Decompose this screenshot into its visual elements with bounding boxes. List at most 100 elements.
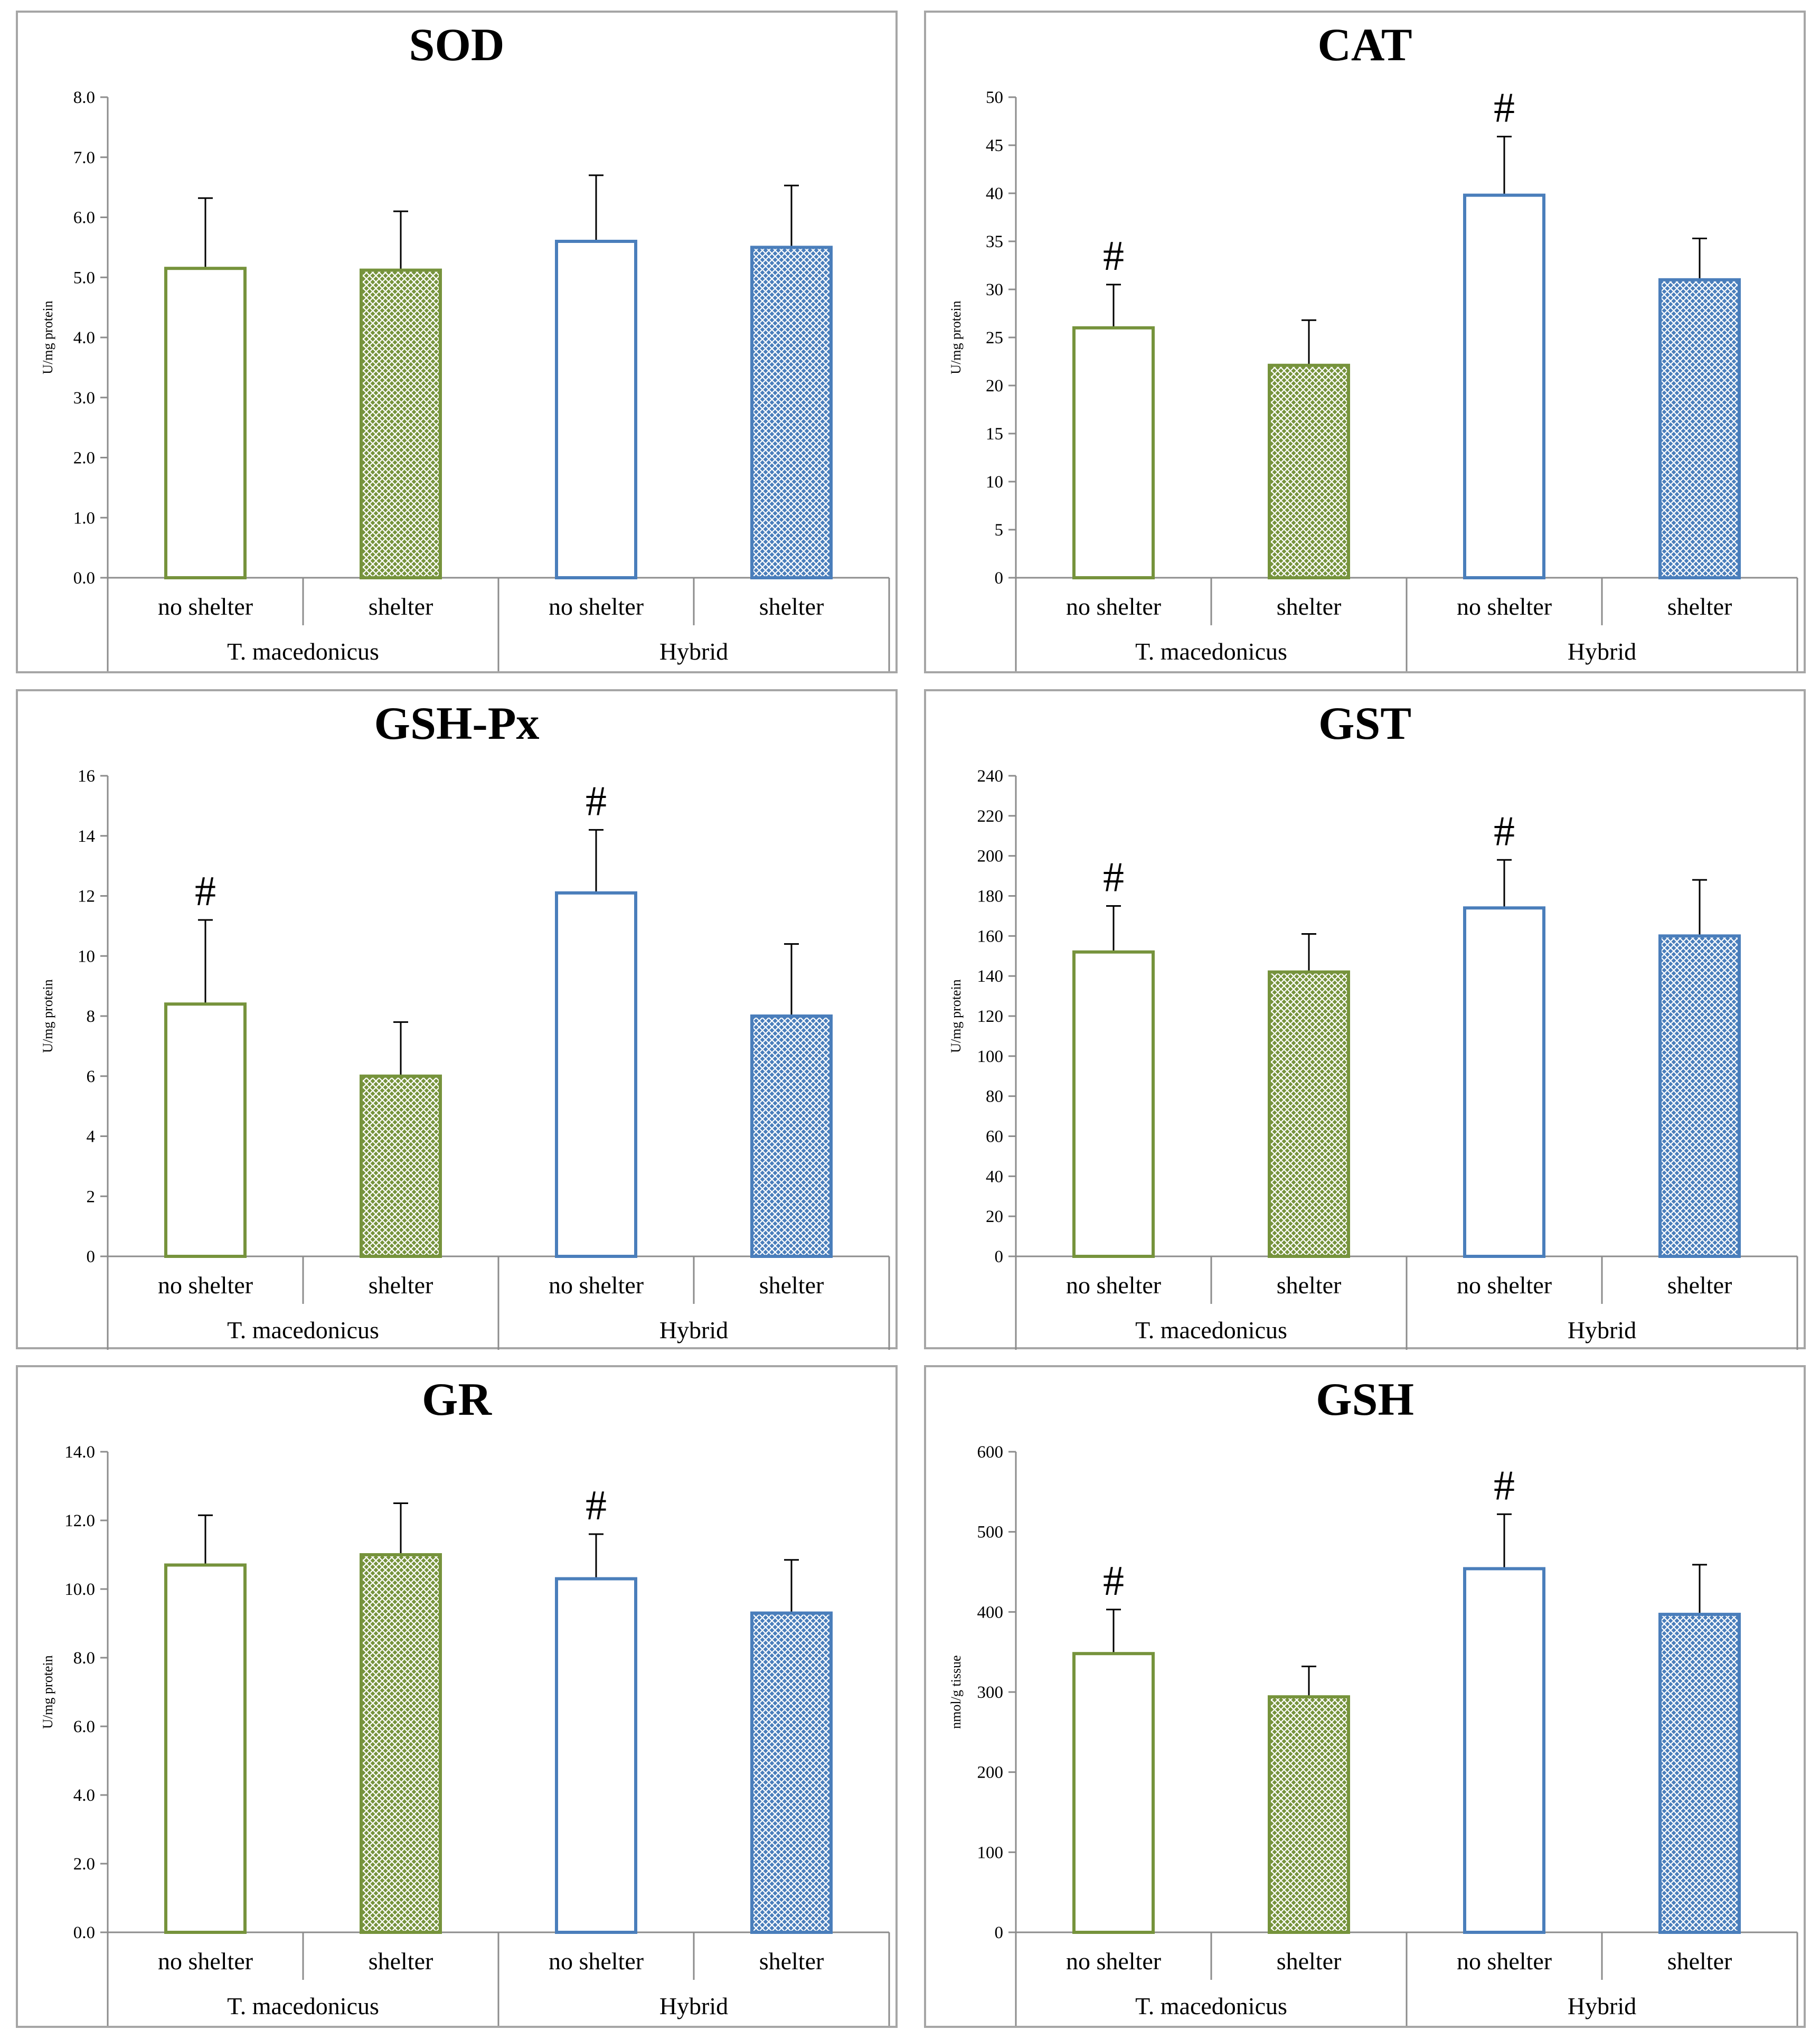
y-tick-label: 16 <box>78 767 95 786</box>
y-tick-label: 12.0 <box>64 1511 95 1530</box>
significance-mark: # <box>586 1482 607 1529</box>
y-tick-label: 6 <box>87 1067 96 1086</box>
bar <box>164 1002 247 1258</box>
y-tick-label: 0 <box>995 1247 1004 1266</box>
y-tick-label: 240 <box>977 767 1004 786</box>
y-tick-label: 2 <box>87 1187 96 1206</box>
group-label: Hybrid <box>659 1993 728 2019</box>
category-label: no shelter <box>549 593 644 620</box>
y-tick-label: 14 <box>78 827 95 846</box>
bar <box>1268 1695 1350 1934</box>
y-tick-label: 4 <box>87 1127 96 1147</box>
y-tick-label: 6.0 <box>73 1717 95 1736</box>
significance-mark: # <box>586 778 607 824</box>
category-label: no shelter <box>1457 593 1552 620</box>
group-label: Hybrid <box>659 1317 728 1343</box>
bar <box>1658 278 1741 579</box>
y-tick-label: 40 <box>986 184 1003 203</box>
category-label: no shelter <box>1066 1272 1161 1299</box>
y-tick-label: 140 <box>977 967 1004 986</box>
bar <box>1072 326 1155 579</box>
y-axis-title: U/mg protein <box>40 1655 55 1728</box>
group-label: Hybrid <box>1568 1317 1636 1343</box>
category-label: no shelter <box>549 1948 644 1975</box>
y-tick-label: 8.0 <box>73 88 95 107</box>
y-tick-label: 25 <box>986 328 1003 347</box>
bar <box>360 1074 442 1258</box>
group-label: Hybrid <box>659 638 728 665</box>
bar <box>1463 906 1545 1258</box>
gsh-chart-panel: GSH 0 100 200 300 400 500 600 nmol/g tissue # no s… <box>924 1365 1806 2028</box>
y-tick-label: 200 <box>977 1763 1004 1782</box>
y-tick-label: 1.0 <box>73 509 95 528</box>
y-tick-label: 600 <box>977 1443 1004 1462</box>
y-tick-label: 2.0 <box>73 449 95 468</box>
category-label: no shelter <box>1457 1272 1552 1299</box>
category-label: shelter <box>369 1272 433 1299</box>
y-tick-label: 120 <box>977 1007 1004 1026</box>
significance-mark: # <box>1494 85 1515 131</box>
y-tick-label: 10 <box>78 947 95 966</box>
y-axis-title: U/mg protein <box>948 979 964 1053</box>
category-label: shelter <box>1277 1272 1342 1299</box>
chart-svg: GSH-Px 0 2 4 6 8 10 12 14 16 U/mg protein # no shelt… <box>40 698 890 1350</box>
bar <box>164 1563 247 1934</box>
chart-svg: GST 0 20 40 60 80 100 120 140 160 180 200 220 240 U/mg… <box>948 698 1798 1350</box>
cat-chart-panel: CAT 0 5 10 15 20 25 30 35 40 45 50 U/mg protein # no s… <box>924 11 1806 673</box>
category-label: no shelter <box>1457 1948 1552 1975</box>
y-tick-label: 80 <box>986 1087 1003 1106</box>
y-tick-label: 0.0 <box>73 1923 95 1942</box>
y-tick-label: 0 <box>87 1247 96 1266</box>
chart-title: GSH <box>1316 1374 1414 1425</box>
group-label: T. macedonicus <box>1135 638 1287 665</box>
y-tick-label: 200 <box>977 847 1004 866</box>
sod-chart-panel: SOD 0.0 1.0 2.0 3.0 4.0 5.0 6.0 7.0 8.0 U/mg prote… <box>16 11 898 673</box>
y-tick-label: 100 <box>977 1047 1004 1066</box>
chart-svg: SOD 0.0 1.0 2.0 3.0 4.0 5.0 6.0 7.0 8.0 U/mg prote… <box>40 20 890 671</box>
y-tick-label: 8 <box>87 1007 96 1026</box>
category-label: shelter <box>369 1948 433 1975</box>
chart-title: GR <box>422 1374 492 1425</box>
group-label: T. macedonicus <box>227 1317 379 1343</box>
category-label: no shelter <box>158 1948 253 1975</box>
y-tick-label: 50 <box>986 88 1003 107</box>
y-tick-label: 6.0 <box>73 209 95 228</box>
category-label: shelter <box>369 593 433 620</box>
y-tick-label: 15 <box>986 425 1003 444</box>
y-tick-label: 0.0 <box>73 569 95 588</box>
bar <box>1268 970 1350 1258</box>
bar <box>1658 1612 1741 1934</box>
y-axis-title: U/mg protein <box>40 300 55 374</box>
significance-mark: # <box>1103 854 1124 900</box>
y-tick-label: 220 <box>977 807 1004 826</box>
y-tick-label: 300 <box>977 1683 1004 1702</box>
y-tick-label: 3.0 <box>73 389 95 408</box>
category-label: shelter <box>1667 1272 1732 1299</box>
y-tick-label: 35 <box>986 232 1003 251</box>
bar <box>164 267 247 579</box>
y-tick-label: 160 <box>977 927 1004 946</box>
significance-mark: # <box>1494 808 1515 854</box>
significance-mark: # <box>1103 1558 1124 1604</box>
y-tick-label: 4.0 <box>73 328 95 347</box>
bar <box>750 1014 833 1258</box>
y-tick-label: 20 <box>986 1207 1003 1226</box>
y-tick-label: 10.0 <box>64 1580 95 1599</box>
y-axis-title: U/mg protein <box>948 300 964 374</box>
group-label: T. macedonicus <box>1135 1993 1287 2019</box>
category-label: no shelter <box>549 1272 644 1299</box>
bar <box>1463 193 1545 579</box>
group-label: Hybrid <box>1568 638 1636 665</box>
gst-chart-panel: GST 0 20 40 60 80 100 120 140 160 180 200 220 240 U/mg… <box>924 689 1806 1350</box>
category-label: shelter <box>1667 1948 1732 1975</box>
bar <box>1072 950 1155 1258</box>
bar <box>1268 363 1350 580</box>
category-label: no shelter <box>158 593 253 620</box>
significance-mark: # <box>1494 1462 1515 1509</box>
y-tick-label: 12 <box>78 887 95 906</box>
gr-chart-panel: GR 0.0 2.0 4.0 6.0 8.0 10.0 12.0 14.0 U/mg protei… <box>16 1365 898 2028</box>
chart-title: GST <box>1318 698 1411 749</box>
y-tick-label: 8.0 <box>73 1649 95 1668</box>
y-tick-label: 45 <box>986 136 1003 155</box>
chart-svg: CAT 0 5 10 15 20 25 30 35 40 45 50 U/mg protein # no s… <box>948 20 1798 671</box>
